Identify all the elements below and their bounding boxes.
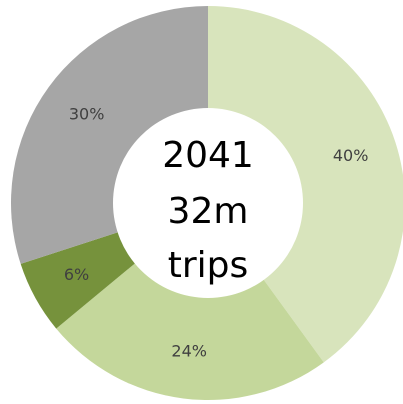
slice-label: 40% bbox=[333, 146, 369, 165]
slice-label: 6% bbox=[64, 265, 89, 284]
donut-hole bbox=[113, 108, 303, 298]
slice bbox=[208, 6, 403, 363]
center-line-3: trips bbox=[168, 245, 249, 286]
slice-label: 24% bbox=[171, 341, 207, 360]
center-line-2: 32m bbox=[168, 191, 249, 232]
slice-label: 30% bbox=[69, 104, 105, 123]
center-line-1: 2041 bbox=[162, 135, 254, 176]
slice bbox=[56, 203, 324, 400]
